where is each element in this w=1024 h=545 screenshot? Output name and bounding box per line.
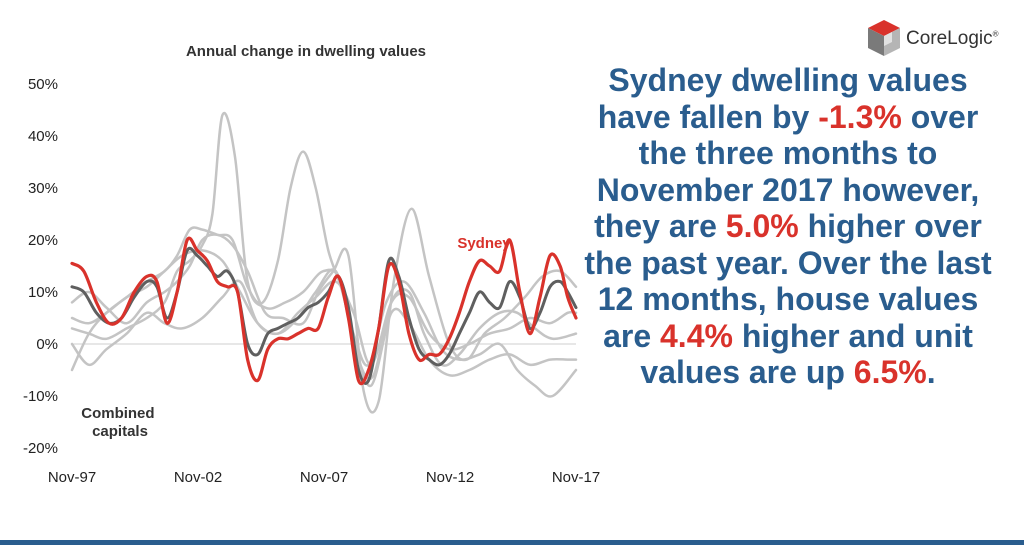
y-tick-label: 10% [28,284,58,301]
y-axis: 50% 40% 30% 20% 10% 0% -10% -20% [23,76,58,457]
combined-capitals-label-line2: capitals [92,423,148,440]
y-tick-label: 30% [28,180,58,197]
headline-segment: over the three months to November 2017 h… [594,98,980,245]
corelogic-cube-icon [868,20,900,56]
bottom-rule [0,540,1024,545]
line-chart: Annual change in dwelling values 50% 40% 3… [23,43,600,486]
x-tick-label: Nov-07 [300,469,348,486]
headline-segment: Sydney dwelling values have fallen by [597,62,968,135]
y-tick-label: 40% [28,128,58,145]
sydney-line [70,236,578,386]
capital-city-line [70,150,578,398]
headline-segment: higher and unit values are up [640,317,973,391]
brand-name: CoreLogic [906,28,993,49]
corelogic-logo: CoreLogic® [866,18,1016,58]
headline-figure: 5.0% [725,208,799,244]
other-capitals-series [70,111,578,414]
y-tick-label: 0% [36,336,58,353]
x-tick-label: Nov-17 [552,469,600,486]
corelogic-wordmark: CoreLogic® [906,28,999,50]
brand-mark: ® [992,29,999,39]
x-tick-label: Nov-02 [174,469,222,486]
headline-figure: 6.5% [853,354,927,390]
combined-capitals-label: Combined capitals [81,405,159,440]
x-tick-label: Nov-12 [426,469,474,486]
highlighted-series [70,236,578,386]
y-tick-label: 50% [28,76,58,93]
headline-text: Sydney dwelling values have fallen by -1… [582,62,994,391]
y-tick-label: 20% [28,232,58,249]
capital-city-line [70,111,578,381]
headline-figure: -1.3% [818,98,902,135]
capital-city-line [70,268,578,387]
headline-figure: 4.4% [660,317,733,354]
x-tick-label: Nov-97 [48,469,96,486]
headline-segment: higher over the past year. Over the last… [584,208,992,354]
chart-title: Annual change in dwelling values [186,43,426,60]
headline-segment: . [926,354,936,390]
y-tick-label: -10% [23,388,58,405]
y-tick-label: -20% [23,440,58,457]
combined-capitals-label-line1: Combined [81,405,154,422]
x-axis: Nov-97 Nov-02 Nov-07 Nov-12 Nov-17 [48,469,600,486]
sydney-label: Sydney [457,235,511,252]
